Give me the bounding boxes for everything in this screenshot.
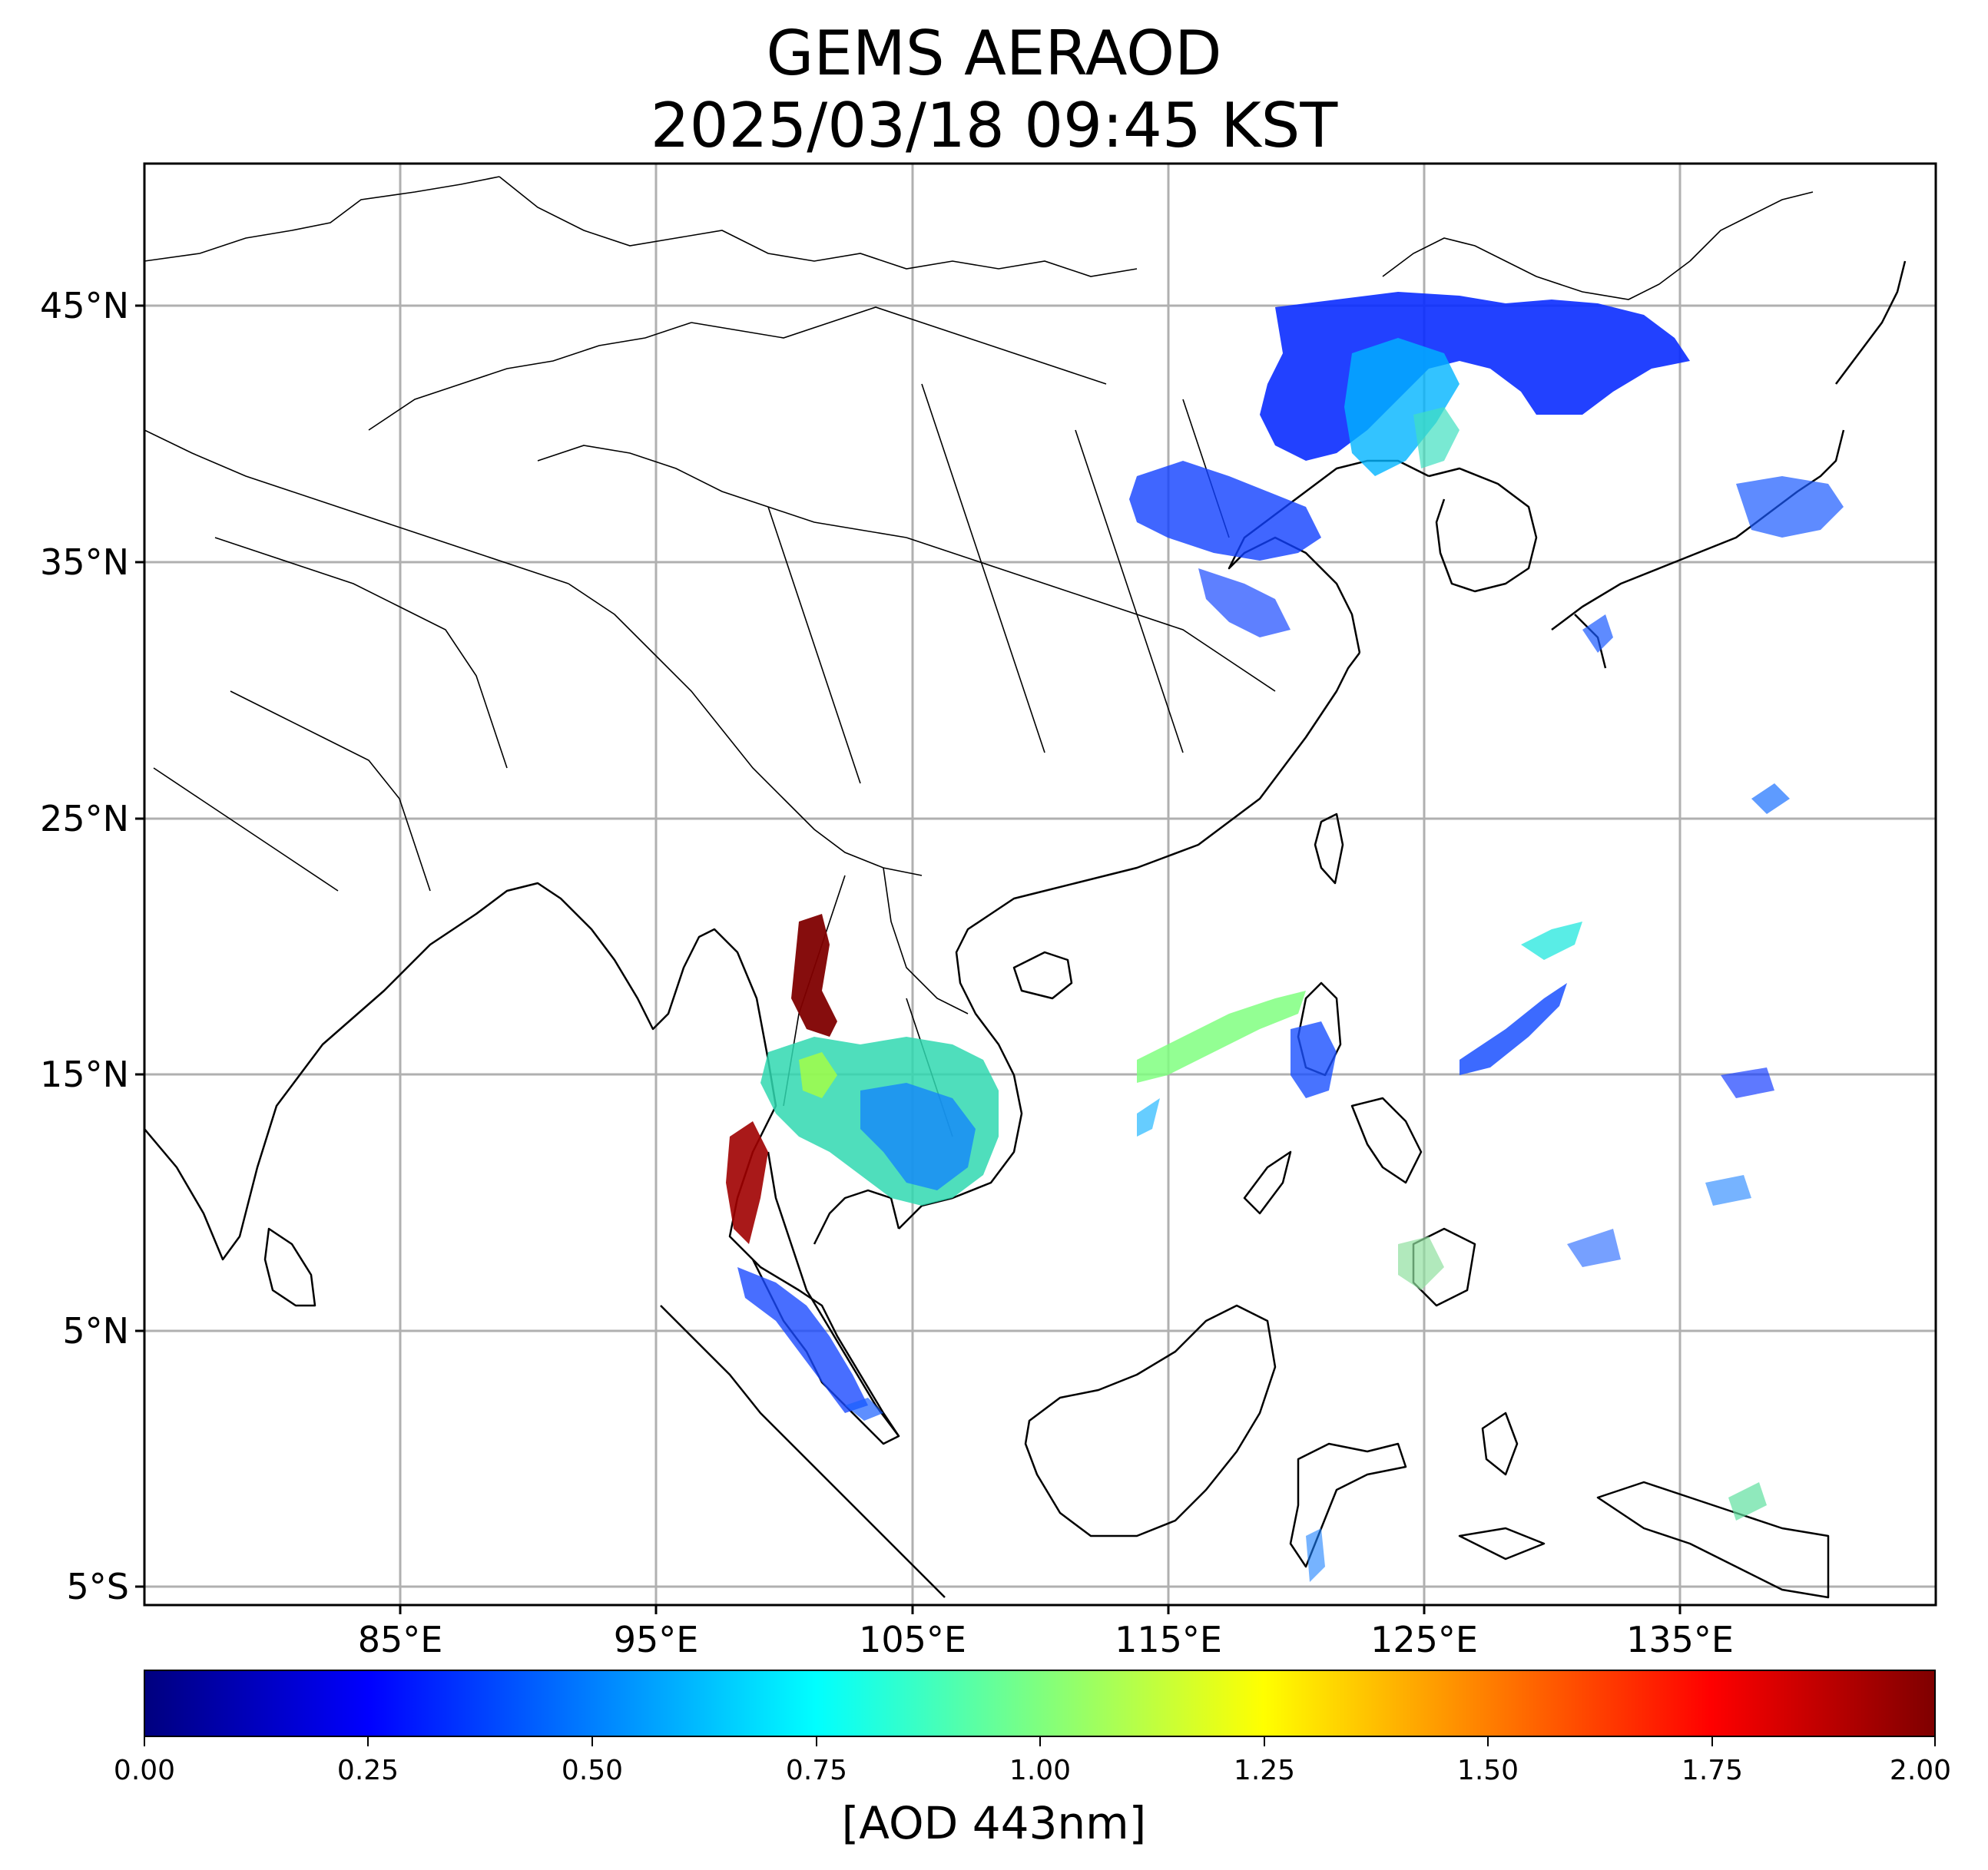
lon-label-115e: 115°E [1115,1619,1222,1660]
colorbar-tick-label: 2.00 [1889,1755,1952,1786]
lat-label-5s: 5°S [66,1566,129,1607]
tick-marks [135,304,1682,1614]
colorbar-tick-label: 1.00 [1009,1755,1072,1786]
lon-label-105e: 105°E [859,1619,966,1660]
colorbar-tick-label: 0.00 [113,1755,176,1786]
coastlines [144,260,1907,1599]
map-title: GEMS AERAOD [766,18,1222,89]
colorbar-tick-label: 0.75 [785,1755,848,1786]
colorbar-tick-mark [1264,1737,1265,1746]
colorbar-tick-label: 1.25 [1233,1755,1296,1786]
lon-label-85e: 85°E [357,1619,443,1660]
colorbar-label: [AOD 443nm] [841,1797,1147,1849]
colorbar-tick-mark [1487,1737,1489,1746]
lon-label-125e: 125°E [1370,1619,1478,1660]
colorbar-tick-mark [367,1737,369,1746]
lat-label-35n: 35°N [40,541,129,583]
colorbar-tick-mark [591,1737,593,1746]
map-frame [143,162,1937,1607]
colorbar-tick-mark [1039,1737,1041,1746]
colorbar-tick-mark [144,1737,145,1746]
lon-label-95e: 95°E [613,1619,699,1660]
colorbar [144,1670,1936,1737]
colorbar-tick-mark [1934,1737,1936,1746]
lat-label-5n: 5°N [62,1310,129,1352]
lon-label-135e: 135°E [1626,1619,1734,1660]
lat-label-15n: 15°N [40,1054,129,1095]
map-datetime: 2025/03/18 09:45 KST [650,90,1338,161]
colorbar-tick-label: 0.25 [336,1755,399,1786]
colorbar-tick-label: 1.75 [1681,1755,1744,1786]
graticule [144,164,1936,1605]
lat-label-25n: 25°N [40,798,129,839]
colorbar-tick-label: 1.50 [1456,1755,1519,1786]
colorbar-tick-mark [816,1737,817,1746]
colorbar-tick-mark [1711,1737,1713,1746]
aod-retrievals [726,292,1844,1582]
lat-label-45n: 45°N [40,285,129,326]
colorbar-tick-label: 0.50 [561,1755,624,1786]
